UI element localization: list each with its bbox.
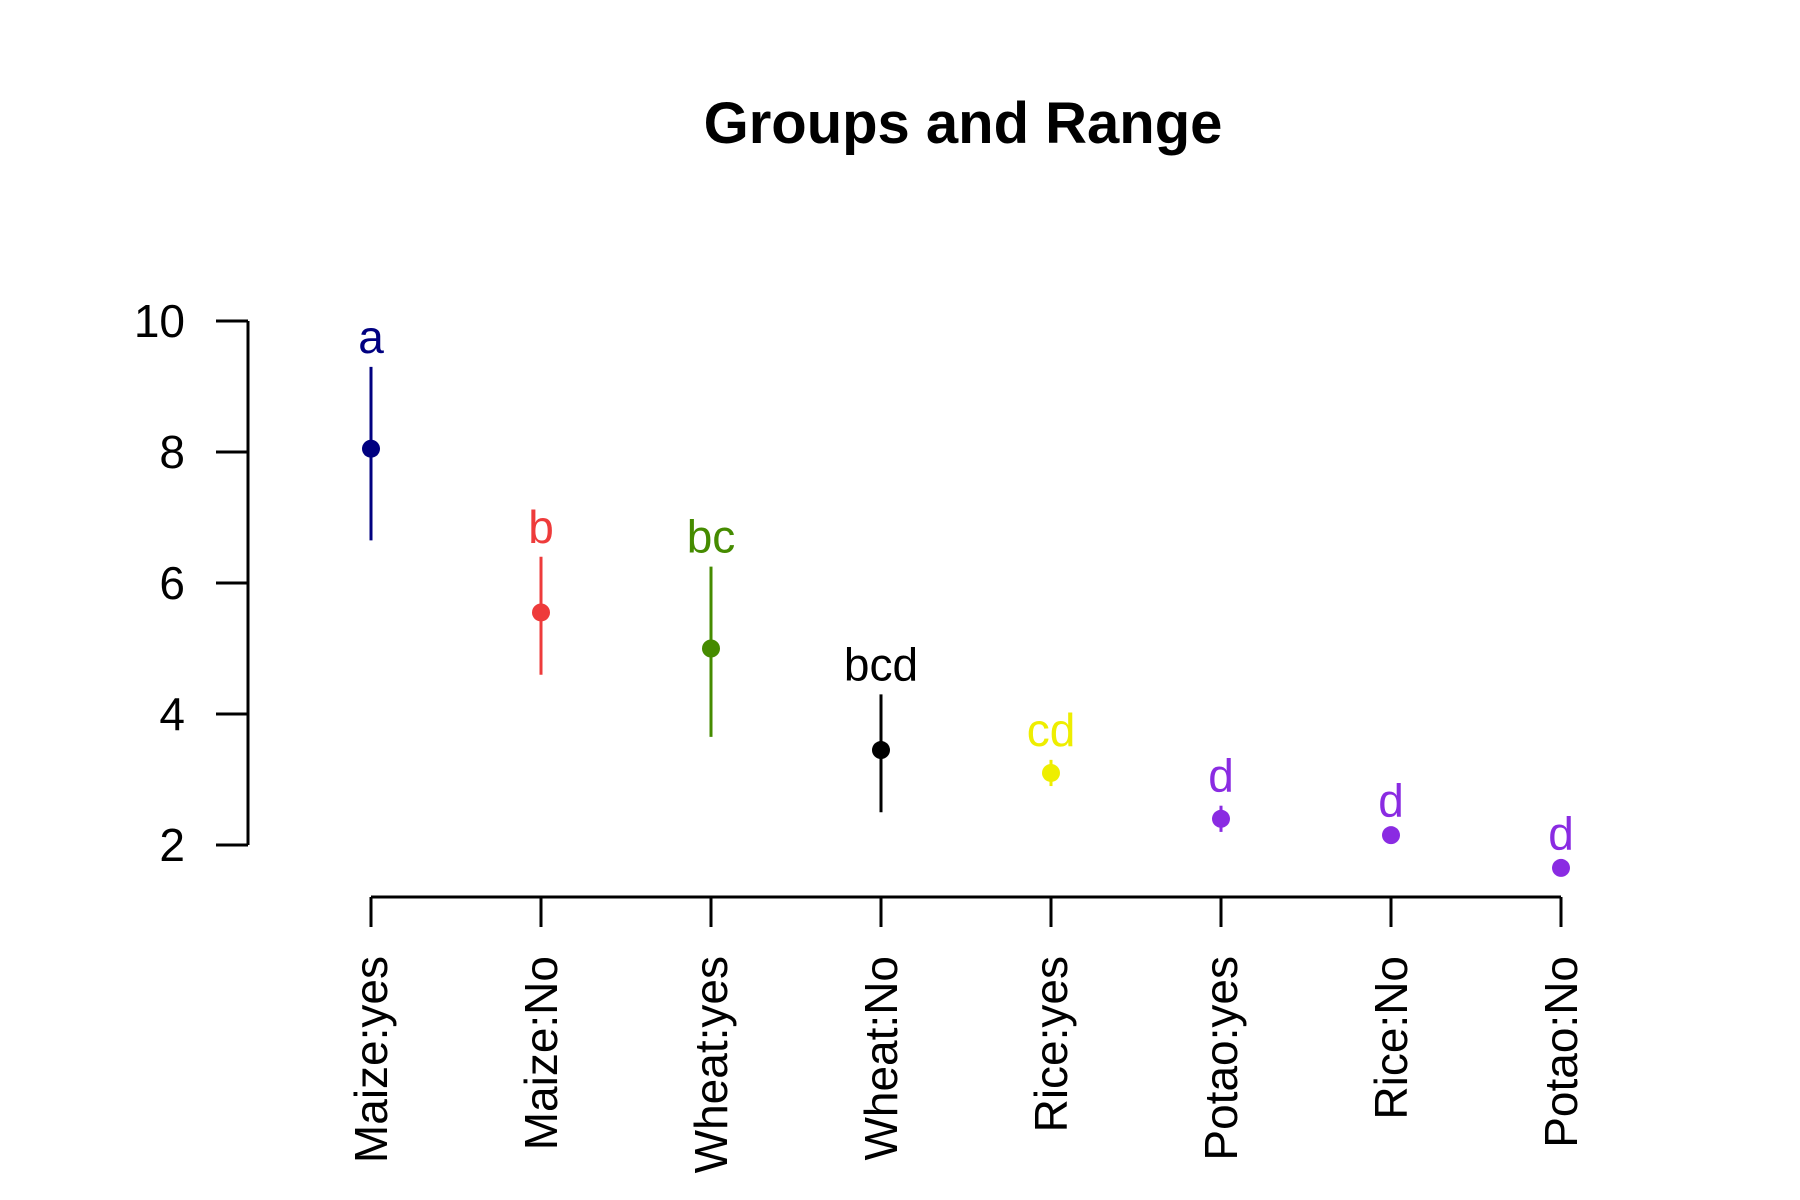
data-point-group: b [528, 501, 554, 675]
mean-point [872, 741, 890, 760]
x-tick-label: Wheat:yes [685, 956, 737, 1173]
data-point-group: d [1378, 775, 1404, 845]
y-tick-label: 4 [159, 688, 185, 740]
group-letter-label: bcd [844, 638, 918, 690]
mean-point [1382, 826, 1400, 845]
group-letter-label: b [528, 501, 554, 553]
chart-title: Groups and Range [704, 91, 1223, 156]
x-tick-label: Maize:No [515, 956, 567, 1150]
mean-point [532, 603, 550, 622]
group-letter-label: d [1378, 775, 1404, 827]
y-tick-label: 10 [134, 295, 185, 347]
data-point-group: cd [1027, 704, 1076, 787]
group-letter-label: a [358, 311, 384, 363]
mean-point [702, 639, 720, 658]
y-tick-label: 8 [159, 426, 185, 478]
group-letter-label: d [1548, 807, 1574, 859]
x-tick-label: Potao:No [1535, 956, 1587, 1148]
x-tick-label: Rice:yes [1025, 956, 1077, 1132]
data-point-group: bcd [844, 638, 918, 813]
y-tick-label: 6 [159, 557, 185, 609]
group-letter-label: d [1208, 750, 1234, 802]
mean-point [1042, 763, 1060, 782]
mean-point [1212, 809, 1230, 828]
x-tick-label: Wheat:No [855, 956, 907, 1161]
data-point-group: bc [687, 511, 736, 737]
data-marks: a b bc bcd cd d d d [358, 311, 1574, 877]
data-point-group: d [1548, 807, 1574, 877]
x-tick-label: Potao:yes [1195, 956, 1247, 1161]
group-letter-label: cd [1027, 704, 1076, 756]
mean-point [1552, 858, 1570, 877]
mean-point [362, 439, 380, 458]
group-letter-label: bc [687, 511, 736, 563]
y-axis: 2 4 6 8 10 [134, 295, 250, 871]
x-tick-label: Rice:No [1365, 956, 1417, 1120]
x-tick-label: Maize:yes [345, 956, 397, 1163]
data-point-group: d [1208, 750, 1234, 832]
data-point-group: a [358, 311, 384, 541]
x-axis: Maize:yes Maize:No Wheat:yes Wheat:No Rice:y… [345, 895, 1587, 1173]
y-tick-label: 2 [159, 819, 185, 871]
